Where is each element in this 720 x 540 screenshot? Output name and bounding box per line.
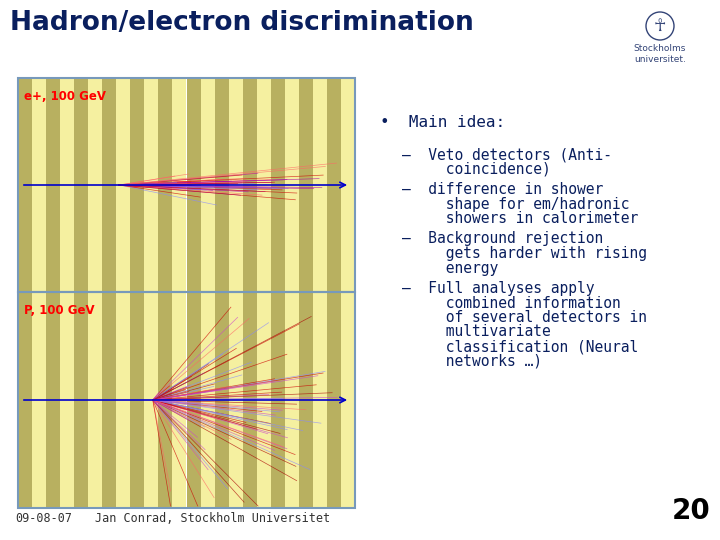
Bar	[299, 78, 313, 292]
Bar	[158, 78, 173, 292]
Text: shape for em/hadronic: shape for em/hadronic	[402, 197, 629, 212]
Bar	[74, 292, 89, 508]
Text: ☥: ☥	[654, 17, 666, 35]
Bar	[186, 78, 201, 292]
Bar	[341, 292, 355, 508]
Bar	[257, 78, 271, 292]
Text: Jan Conrad, Stockholm Universitet: Jan Conrad, Stockholm Universitet	[95, 512, 330, 525]
Bar	[102, 292, 117, 508]
Bar	[215, 78, 229, 292]
Text: –  Full analyses apply: – Full analyses apply	[402, 281, 595, 296]
Text: –  difference in shower: – difference in shower	[402, 182, 603, 197]
Bar	[285, 78, 299, 292]
Bar	[173, 78, 186, 292]
Text: showers in calorimeter: showers in calorimeter	[402, 211, 638, 226]
Bar	[117, 78, 130, 292]
Bar	[158, 292, 173, 508]
Bar	[285, 292, 299, 508]
Text: coincidence): coincidence)	[402, 161, 551, 177]
Bar	[60, 78, 74, 292]
Bar	[313, 292, 327, 508]
Bar	[46, 78, 60, 292]
Bar	[243, 78, 257, 292]
Bar	[32, 78, 46, 292]
Bar	[327, 78, 341, 292]
Text: energy: energy	[402, 260, 498, 275]
Bar	[271, 78, 285, 292]
Text: networks …): networks …)	[402, 354, 542, 368]
Text: gets harder with rising: gets harder with rising	[402, 246, 647, 261]
Text: –  Background rejection: – Background rejection	[402, 232, 603, 246]
Bar	[243, 292, 257, 508]
Bar	[60, 292, 74, 508]
Bar	[271, 292, 285, 508]
Bar	[18, 78, 355, 292]
Bar	[89, 78, 102, 292]
Bar	[313, 78, 327, 292]
Text: •  Main idea:: • Main idea:	[380, 115, 505, 130]
Bar	[18, 78, 32, 292]
Text: 20: 20	[671, 497, 710, 525]
Bar	[173, 292, 186, 508]
Bar	[145, 292, 158, 508]
Text: Hadron/electron discrimination: Hadron/electron discrimination	[10, 10, 474, 36]
Bar	[145, 78, 158, 292]
Bar	[186, 292, 201, 508]
Bar	[341, 78, 355, 292]
Text: multivariate: multivariate	[402, 325, 551, 340]
Text: combined information: combined information	[402, 295, 621, 310]
Text: of several detectors in: of several detectors in	[402, 310, 647, 325]
Text: e+, 100 GeV: e+, 100 GeV	[24, 90, 106, 103]
Bar	[102, 78, 117, 292]
Bar	[299, 292, 313, 508]
Bar	[46, 292, 60, 508]
Bar	[89, 292, 102, 508]
Bar	[117, 292, 130, 508]
Bar	[215, 292, 229, 508]
Bar	[327, 292, 341, 508]
Bar	[32, 292, 46, 508]
Text: P, 100 GeV: P, 100 GeV	[24, 304, 94, 317]
Text: Stockholms
universitet.: Stockholms universitet.	[634, 44, 686, 64]
Bar	[229, 78, 243, 292]
Text: 09-08-07: 09-08-07	[15, 512, 72, 525]
Bar	[201, 78, 215, 292]
Bar	[18, 292, 355, 508]
Text: classification (Neural: classification (Neural	[402, 339, 638, 354]
Bar	[229, 292, 243, 508]
Text: –  Veto detectors (Anti-: – Veto detectors (Anti-	[402, 147, 612, 162]
Bar	[130, 78, 145, 292]
Bar	[130, 292, 145, 508]
Bar	[74, 78, 89, 292]
Bar	[18, 292, 32, 508]
Bar	[201, 292, 215, 508]
Bar	[257, 292, 271, 508]
